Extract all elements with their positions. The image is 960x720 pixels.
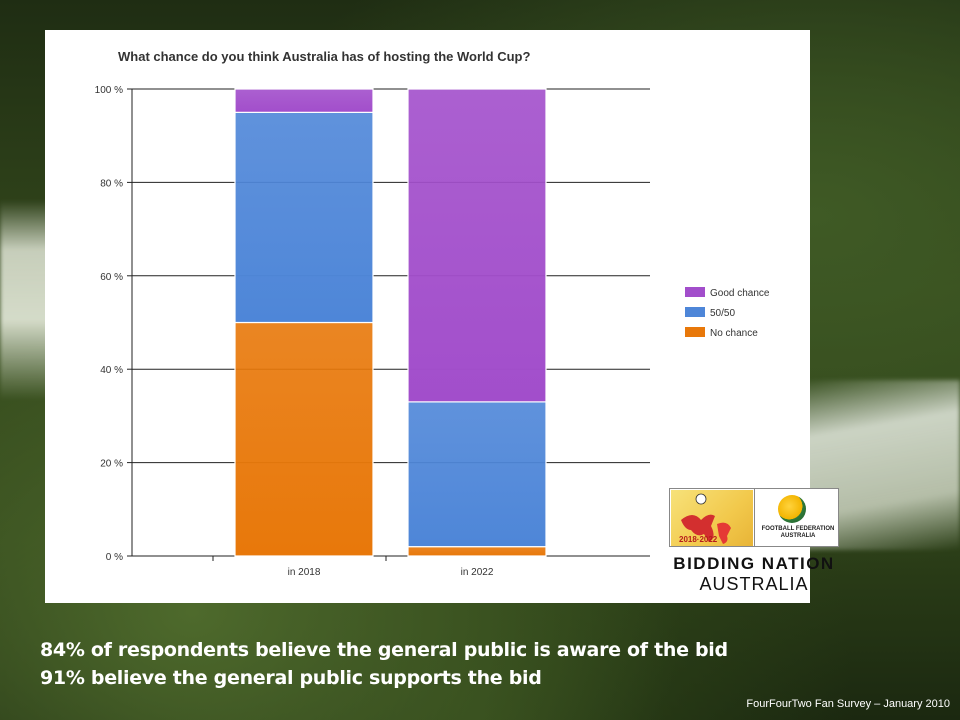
chart-title: What chance do you think Australia has o… (118, 49, 530, 64)
logo-box: 2018·2022 FOOTBALL FEDERATION AUSTRALIA (669, 488, 839, 547)
logo-divider (754, 489, 755, 546)
y-tick-label: 20 % (100, 459, 123, 470)
australia-text: AUSTRALIA (699, 574, 809, 594)
note-line-2: 91% believe the general public supports … (40, 667, 542, 689)
bar-segment (234, 88, 374, 113)
bidding-nation-text: BIDDING NATION (673, 554, 835, 573)
source-caption: FourFourTwo Fan Survey – January 2010 (746, 698, 950, 710)
stacked-bar-chart: What chance do you think Australia has o… (95, 49, 770, 578)
y-tick-label: 0 % (106, 552, 123, 563)
y-tick-label: 60 % (100, 272, 123, 283)
bid-logo: 2018·2022 FOOTBALL FEDERATION AUSTRALIA … (669, 488, 839, 616)
bar-segment (407, 546, 547, 557)
survey-notes: 84% of respondents believe the general p… (40, 636, 728, 692)
y-tick-label: 80 % (100, 178, 123, 189)
kangaroo-icon (681, 493, 731, 544)
ffa-crest-icon (778, 495, 806, 523)
legend-label: Good chance (710, 288, 770, 299)
bar-segment (407, 401, 547, 548)
x-tick-label: in 2022 (461, 567, 494, 578)
legend-swatch (685, 307, 705, 317)
bar-segment (234, 111, 374, 324)
bar-segment (407, 88, 547, 403)
legend-label: No chance (710, 328, 758, 339)
legend-swatch (685, 287, 705, 297)
logo-years: 2018·2022 (679, 535, 718, 544)
y-tick-label: 40 % (100, 365, 123, 376)
y-tick-label: 100 % (95, 85, 123, 96)
legend-swatch (685, 327, 705, 337)
kangaroo-emblem: 2018·2022 (671, 490, 753, 546)
chart-panel: What chance do you think Australia has o… (45, 30, 839, 603)
x-tick-label: in 2018 (288, 567, 321, 578)
note-line-1: 84% of respondents believe the general p… (40, 639, 728, 661)
legend-label: 50/50 (710, 308, 735, 319)
ffa-text: FOOTBALL FEDERATION AUSTRALIA (761, 526, 835, 539)
bar-segment (234, 321, 374, 557)
